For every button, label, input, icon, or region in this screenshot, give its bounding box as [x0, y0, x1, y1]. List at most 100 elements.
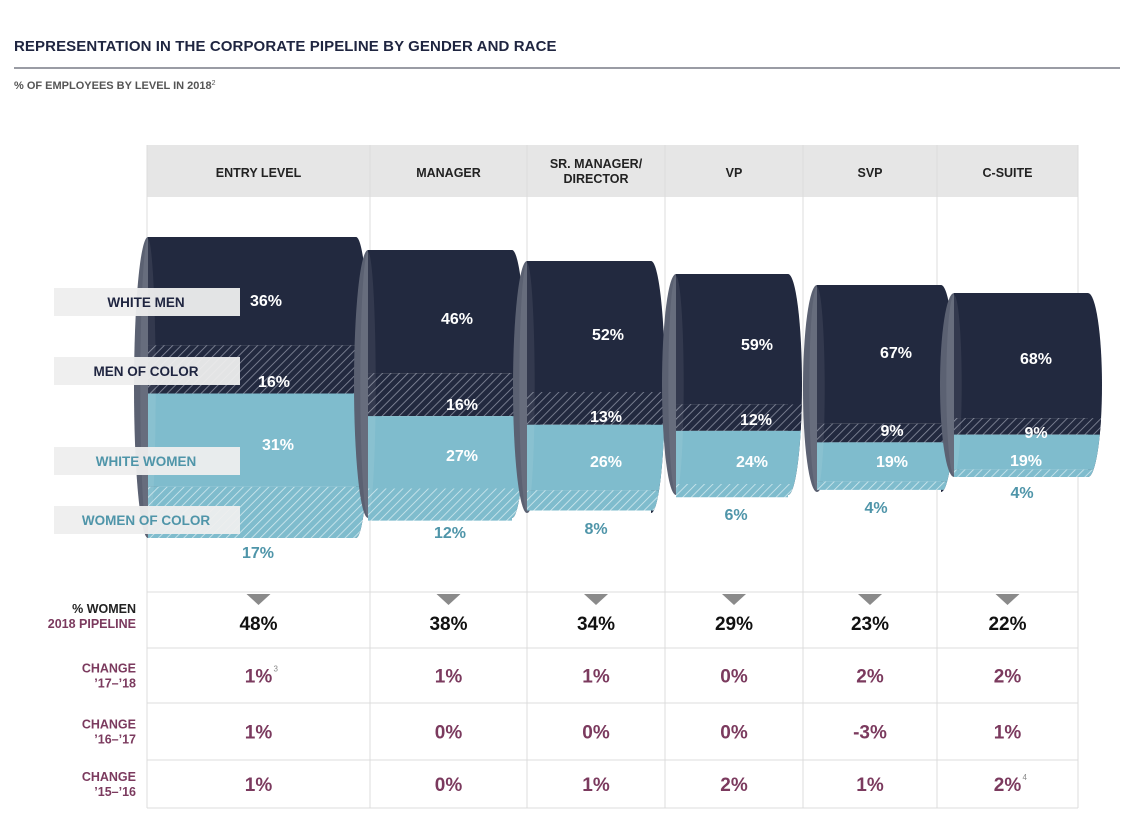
cylinder-highlight-4 [809, 287, 825, 490]
down-arrow-icon [246, 594, 271, 605]
cylinder-cap-segment [512, 488, 521, 518]
value-label-men-of-color: 9% [880, 423, 903, 440]
table-cell: 1% [245, 723, 273, 744]
cylinder-highlight-1 [360, 252, 376, 516]
bar-segment-white-women [676, 430, 788, 484]
value-label-white-men: 36% [250, 293, 282, 310]
chart-subtitle: % OF EMPLOYEES BY LEVEL IN 20182 [14, 80, 216, 92]
table-cell: 0% [720, 667, 748, 688]
table-cell: 1% [582, 775, 610, 796]
cylinder-3 [662, 274, 803, 498]
value-label-white-women: 24% [736, 454, 768, 471]
bar-segment-white-women [527, 424, 651, 491]
value-label-women-of-color: 12% [434, 525, 466, 542]
down-arrow-icon [436, 594, 461, 605]
table-cell: 2% [994, 775, 1022, 796]
table-cell: 23% [851, 614, 889, 635]
table-cell: 1% [994, 723, 1022, 744]
legend-label-white-men: WHITE MEN [107, 295, 184, 310]
value-label-white-women: 26% [590, 454, 622, 471]
cylinder-highlight-2 [519, 263, 535, 511]
cylinder-cap-segment [1088, 418, 1102, 435]
table-cell: 1% [582, 667, 610, 688]
legend-box-white-men [54, 288, 240, 316]
column-header-5: C-SUITE [983, 166, 1033, 180]
bar-segment-men-of-color [527, 392, 651, 425]
cylinder-2 [513, 261, 665, 513]
value-label-men-of-color: 13% [590, 409, 622, 426]
table-cell: 0% [435, 775, 463, 796]
row-label-3: CHANGE [82, 770, 136, 784]
value-label-men-of-color: 9% [1024, 425, 1047, 442]
table-cell: 1% [435, 667, 463, 688]
cylinder-cap-segment [651, 424, 665, 491]
row-label-1: CHANGE [82, 662, 136, 676]
bar-segment-white-women [368, 416, 512, 489]
table-cell: 0% [582, 723, 610, 744]
table-cell: 48% [239, 614, 277, 635]
table-cell: 2% [856, 667, 884, 688]
row-label-0: 2018 PIPELINE [48, 617, 136, 631]
bar-segment-men-of-color [368, 373, 512, 417]
table-cell: 2% [994, 667, 1022, 688]
cylinder-cap-segment [1088, 434, 1100, 470]
legend-label-white-women: WHITE WOMEN [96, 454, 197, 469]
cylinder-1 [354, 250, 526, 521]
column-header-bar [147, 145, 1078, 197]
row-label-0: % WOMEN [72, 602, 136, 616]
value-label-men-of-color: 16% [446, 397, 478, 414]
bar-segment-women-of-color [527, 490, 651, 511]
column-header-2: DIRECTOR [563, 172, 628, 186]
chart-title: REPRESENTATION IN THE CORPORATE PIPELINE… [14, 38, 557, 55]
cylinder-cap-segment [1088, 469, 1094, 477]
cylinder-highlight-3 [668, 276, 684, 493]
column-header-3: VP [726, 166, 743, 180]
subtitle-text: % OF EMPLOYEES BY LEVEL IN 2018 [14, 80, 212, 92]
bar-segment-white-men [368, 250, 512, 374]
column-header-4: SVP [857, 166, 882, 180]
value-label-women-of-color: 17% [242, 545, 274, 562]
table-cell-footnote: 4 [1023, 773, 1028, 782]
value-label-white-women: 27% [446, 448, 478, 465]
table-cell: 38% [429, 614, 467, 635]
column-header-2: SR. MANAGER/ [550, 157, 643, 171]
value-label-women-of-color: 4% [864, 500, 887, 517]
title-divider [14, 67, 1120, 69]
bar-segment-white-men [676, 274, 788, 405]
value-label-white-men: 52% [592, 327, 624, 344]
down-arrow-icon [995, 594, 1020, 605]
cylinder-cap-segment [651, 392, 665, 425]
value-label-white-women: 31% [262, 437, 294, 454]
bar-segment-white-men [527, 261, 651, 393]
value-label-women-of-color: 4% [1010, 485, 1033, 502]
cylinder-highlight-0 [140, 239, 156, 536]
cylinder-cap-segment [788, 430, 801, 484]
value-label-women-of-color: 6% [724, 507, 747, 524]
table-cell: 1% [245, 775, 273, 796]
bar-segment-women-of-color [954, 469, 1088, 477]
value-label-white-women: 19% [1010, 453, 1042, 470]
bar-segment-white-men [817, 285, 941, 424]
bar-segment-women-of-color [676, 483, 788, 498]
bar-segment-white-men [148, 237, 356, 346]
bar-segment-women-of-color [368, 488, 512, 521]
cylinder-0 [134, 237, 370, 538]
table-cell: 29% [715, 614, 753, 635]
down-arrow-icon [858, 594, 882, 605]
cylinder-cap-segment [788, 483, 795, 495]
table-cell: 0% [435, 723, 463, 744]
value-label-white-men: 67% [880, 345, 912, 362]
bar-segment-men-of-color [817, 423, 941, 443]
value-label-white-men: 68% [1020, 351, 1052, 368]
row-label-2: ’16–’17 [94, 733, 136, 747]
table-cell: 1% [245, 667, 273, 688]
bar-segment-men-of-color [676, 404, 788, 431]
down-arrow-icon [584, 594, 608, 605]
bar-segment-white-women [817, 442, 941, 482]
row-label-2: CHANGE [82, 718, 136, 732]
down-arrow-icon [722, 594, 746, 605]
legend-label-men-of-color: MEN OF COLOR [94, 364, 199, 379]
bar-segment-men-of-color [954, 418, 1088, 435]
row-label-3: ’15–’16 [94, 785, 136, 799]
